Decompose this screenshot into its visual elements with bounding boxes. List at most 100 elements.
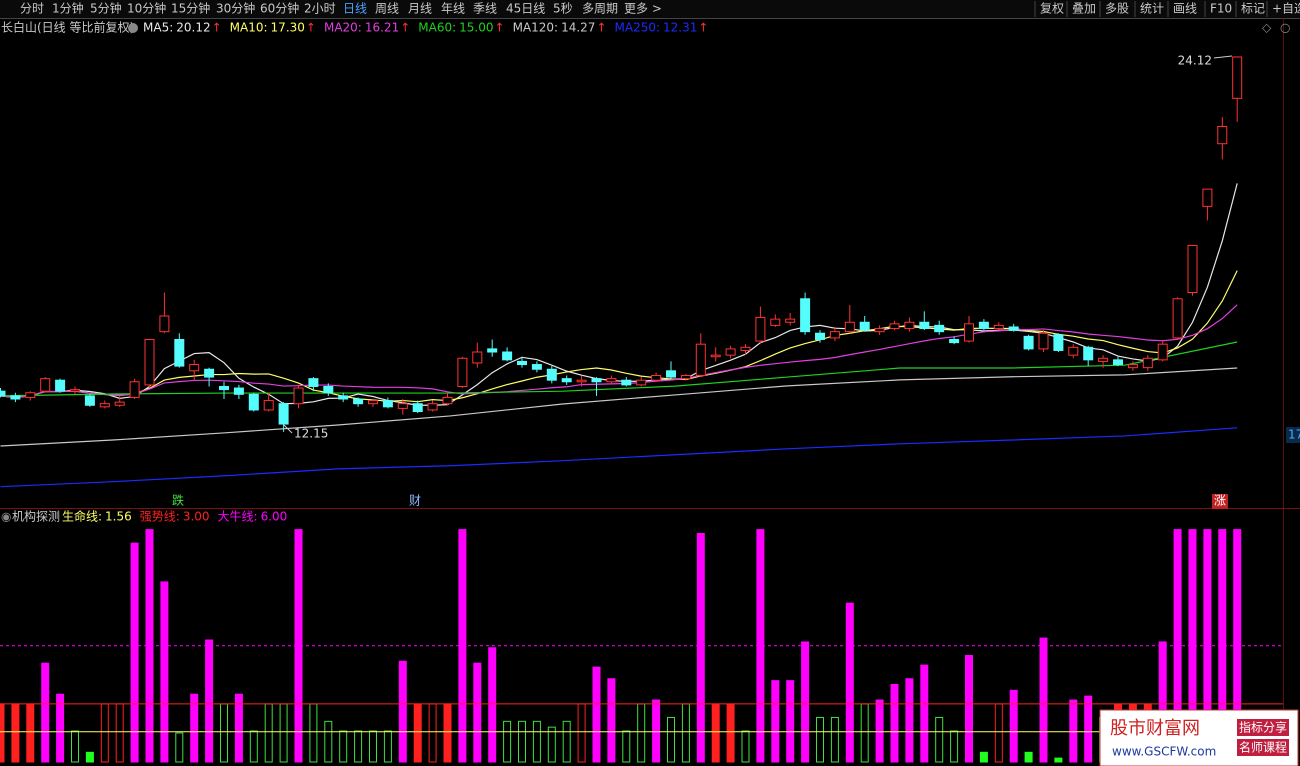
tool-button[interactable]: F10 (1210, 2, 1232, 16)
candle-body (248, 393, 259, 411)
candle-body (561, 378, 572, 383)
event-marker: 跌 (172, 493, 184, 508)
indicator-bar (518, 720, 526, 763)
candle-body (1113, 359, 1123, 366)
candle-body (189, 364, 200, 372)
candle-body (70, 389, 80, 392)
ma-value: 16.21 (365, 21, 399, 35)
ma-line (0, 341, 1238, 397)
indicator-bar (532, 720, 541, 763)
candle-body (993, 324, 1004, 330)
candle-body (278, 403, 289, 425)
ma-name: MA60: (418, 21, 456, 35)
candle-body (1187, 245, 1198, 294)
period-tab[interactable]: 周线 (375, 2, 399, 16)
ma-line (0, 427, 1238, 488)
indicator-bar (130, 542, 139, 763)
indicator-bar (875, 699, 884, 763)
indicator-bar (309, 703, 318, 763)
indicator-bar (56, 693, 65, 763)
indicator-bar (592, 666, 601, 763)
indicator-bar (354, 730, 363, 763)
ma-trend: ↑ (212, 21, 222, 35)
period-tab[interactable]: 分时 (20, 2, 44, 16)
candle-body (1142, 357, 1153, 369)
tool-button[interactable]: 叠加 (1072, 2, 1096, 16)
indicator-toggle[interactable]: ◉ (1, 510, 11, 524)
candle-body (889, 323, 900, 330)
candle-body (934, 324, 945, 333)
candle-body (800, 298, 811, 333)
period-tab[interactable]: 多周期 (582, 2, 618, 16)
indicator-line-value: 3.00 (183, 510, 210, 524)
period-tab[interactable]: 15分钟 (171, 1, 210, 16)
candle-body (576, 379, 587, 383)
candle-body (84, 395, 95, 406)
panel-icon[interactable]: ○ (1280, 21, 1290, 35)
ma-value: 17.30 (271, 21, 305, 35)
candle-body (397, 403, 408, 409)
period-tab[interactable]: 更多 > (624, 2, 662, 16)
period-tab[interactable]: 1分钟 (52, 1, 84, 16)
indicator-bar (383, 730, 392, 763)
candle-body (1008, 326, 1019, 331)
low-pointer (283, 424, 293, 434)
tool-button[interactable]: 标记 (1241, 2, 1265, 16)
candle-body (725, 348, 736, 356)
indicator-bar (205, 639, 214, 763)
tool-button[interactable]: 复权 (1040, 2, 1064, 16)
indicator-bar (890, 684, 899, 763)
candle-body (144, 338, 155, 386)
indicator-bar (562, 720, 571, 763)
candle-body (606, 378, 617, 383)
indicator-bar (786, 680, 795, 763)
candle-body (591, 378, 602, 383)
event-marker: 涨 (1214, 493, 1226, 508)
period-tab[interactable]: 月线 (408, 2, 432, 16)
period-tab[interactable]: 5分钟 (90, 1, 122, 16)
indicator-bar (845, 602, 854, 763)
indicator-panel (0, 529, 1283, 763)
indicator-bar (652, 699, 661, 763)
panel-icon[interactable]: ◇ (1262, 21, 1272, 35)
ma-name: MA5: (143, 21, 173, 35)
ma-toggle[interactable] (128, 23, 138, 33)
candle-body (353, 398, 364, 405)
candle-body (1217, 125, 1228, 145)
candle-body (1053, 334, 1064, 351)
period-tab[interactable]: 10分钟 (127, 1, 166, 16)
period-tab[interactable]: 45日线 (506, 2, 545, 16)
period-tab[interactable]: 30分钟 (216, 1, 255, 16)
indicator-bar (816, 716, 824, 763)
tool-button[interactable]: 多股 (1105, 2, 1129, 16)
candle-body (621, 379, 632, 386)
tool-button[interactable]: 画线 (1173, 2, 1197, 16)
candle-body (293, 387, 304, 405)
candle-body (10, 395, 21, 400)
period-tab[interactable]: 日线 (343, 2, 367, 16)
indicator-bar (0, 703, 5, 763)
candle-body (25, 392, 36, 398)
indicator-bar (41, 662, 50, 763)
candle-body (919, 321, 930, 330)
tool-button[interactable]: 统计 (1140, 2, 1164, 16)
candle-body (829, 331, 840, 339)
tool-button[interactable]: +自选 (1272, 2, 1300, 16)
ma-trend: ↑ (495, 21, 505, 35)
indicator-bar (830, 716, 839, 763)
ma-value: 14.27 (561, 21, 595, 35)
period-tab[interactable]: 2小时 (304, 2, 336, 16)
period-tab[interactable]: 60分钟 (260, 1, 299, 16)
period-tab[interactable]: 年线 (441, 2, 465, 16)
indicator-bar (100, 703, 109, 763)
indicator-bar (26, 703, 35, 763)
candle-body (1068, 346, 1079, 356)
period-tab[interactable]: 5秒 (553, 2, 573, 16)
indicator-bar (696, 532, 705, 763)
indicator-bar (413, 703, 422, 763)
indicator-bar (1009, 689, 1018, 763)
indicator-bar (249, 730, 258, 763)
period-tab[interactable]: 季线 (473, 2, 497, 16)
